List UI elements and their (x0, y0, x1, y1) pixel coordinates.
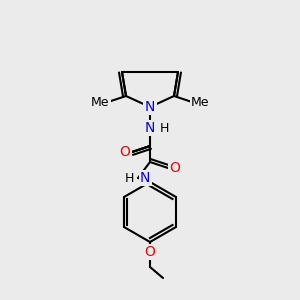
Text: N: N (145, 121, 155, 135)
Text: O: O (145, 245, 155, 259)
Text: N: N (145, 100, 155, 114)
Text: Me: Me (191, 95, 209, 109)
Text: O: O (120, 145, 130, 159)
Text: Me: Me (91, 95, 109, 109)
Text: H: H (124, 172, 134, 184)
Text: O: O (169, 161, 180, 175)
Text: H: H (160, 122, 169, 134)
Text: N: N (140, 171, 150, 185)
